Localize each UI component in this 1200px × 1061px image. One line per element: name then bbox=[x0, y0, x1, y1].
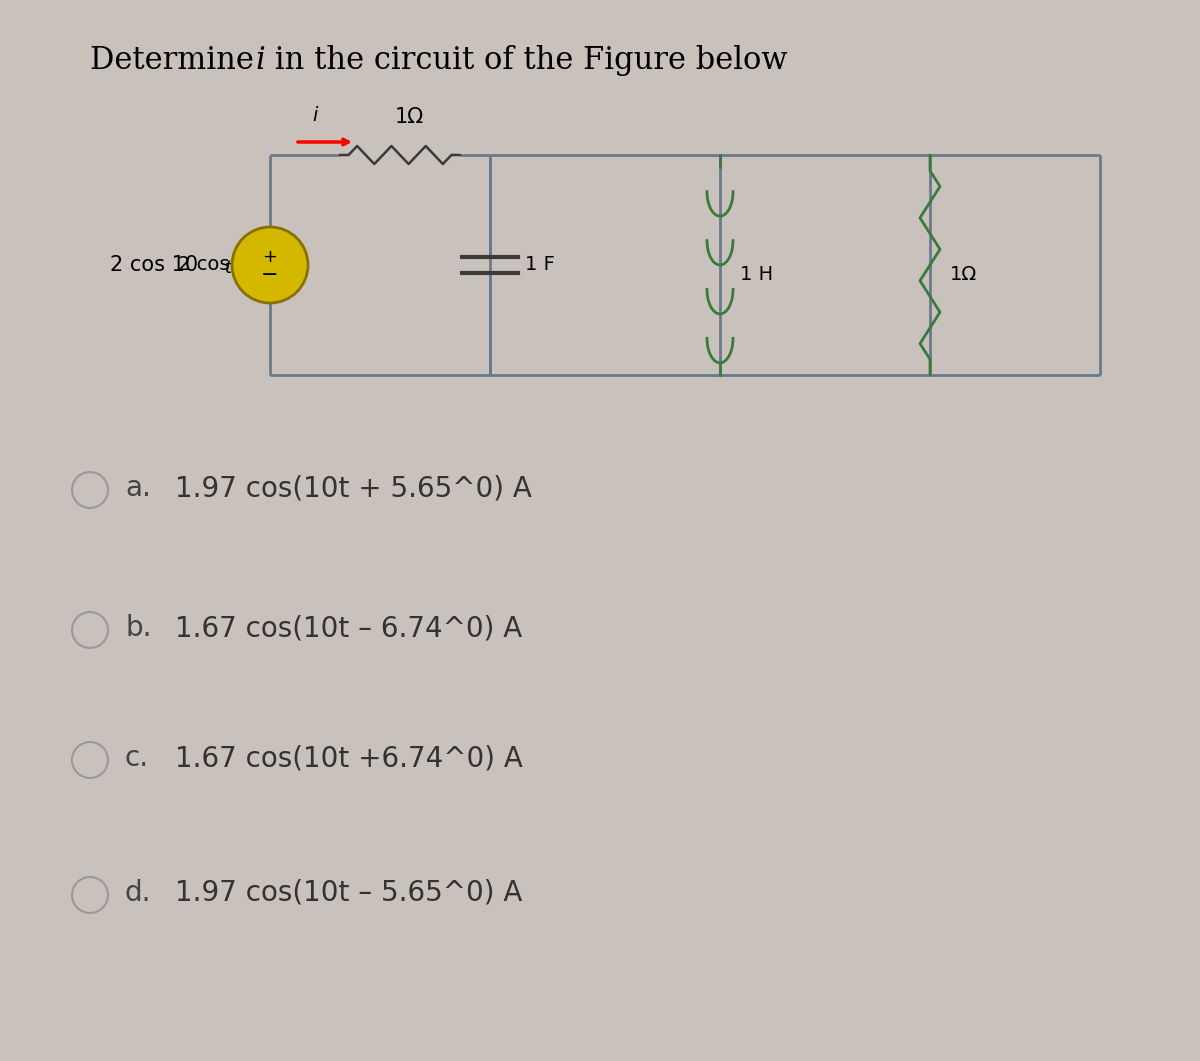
Text: t: t bbox=[226, 259, 232, 277]
Text: −: − bbox=[262, 265, 278, 285]
Text: 1 F: 1 F bbox=[526, 256, 554, 275]
Text: c.: c. bbox=[125, 744, 149, 772]
Text: 2 cos 10: 2 cos 10 bbox=[178, 256, 260, 275]
Text: in the circuit of the Figure below: in the circuit of the Figure below bbox=[265, 45, 787, 76]
Text: 2 cos 10: 2 cos 10 bbox=[110, 255, 203, 275]
Text: 1.97 cos(10t – 5.65^0) A: 1.97 cos(10t – 5.65^0) A bbox=[175, 879, 522, 907]
Text: t: t bbox=[265, 260, 271, 278]
Text: d.: d. bbox=[125, 879, 151, 907]
Text: +: + bbox=[263, 248, 277, 266]
Text: V: V bbox=[238, 255, 258, 275]
Text: i: i bbox=[256, 45, 265, 76]
Text: Determine: Determine bbox=[90, 45, 264, 76]
Text: i: i bbox=[312, 106, 318, 125]
Circle shape bbox=[232, 227, 308, 303]
Text: 1Ω: 1Ω bbox=[395, 107, 424, 127]
Text: 1.67 cos(10t +6.74^0) A: 1.67 cos(10t +6.74^0) A bbox=[175, 744, 523, 772]
Text: 1 H: 1 H bbox=[740, 265, 773, 284]
Text: b.: b. bbox=[125, 614, 151, 642]
Text: V: V bbox=[276, 256, 295, 275]
Text: 1.97 cos(10t + 5.65^0) A: 1.97 cos(10t + 5.65^0) A bbox=[175, 474, 532, 502]
Text: a.: a. bbox=[125, 474, 151, 502]
Text: 1.67 cos(10t – 6.74^0) A: 1.67 cos(10t – 6.74^0) A bbox=[175, 614, 522, 642]
Text: 1Ω: 1Ω bbox=[950, 265, 977, 284]
